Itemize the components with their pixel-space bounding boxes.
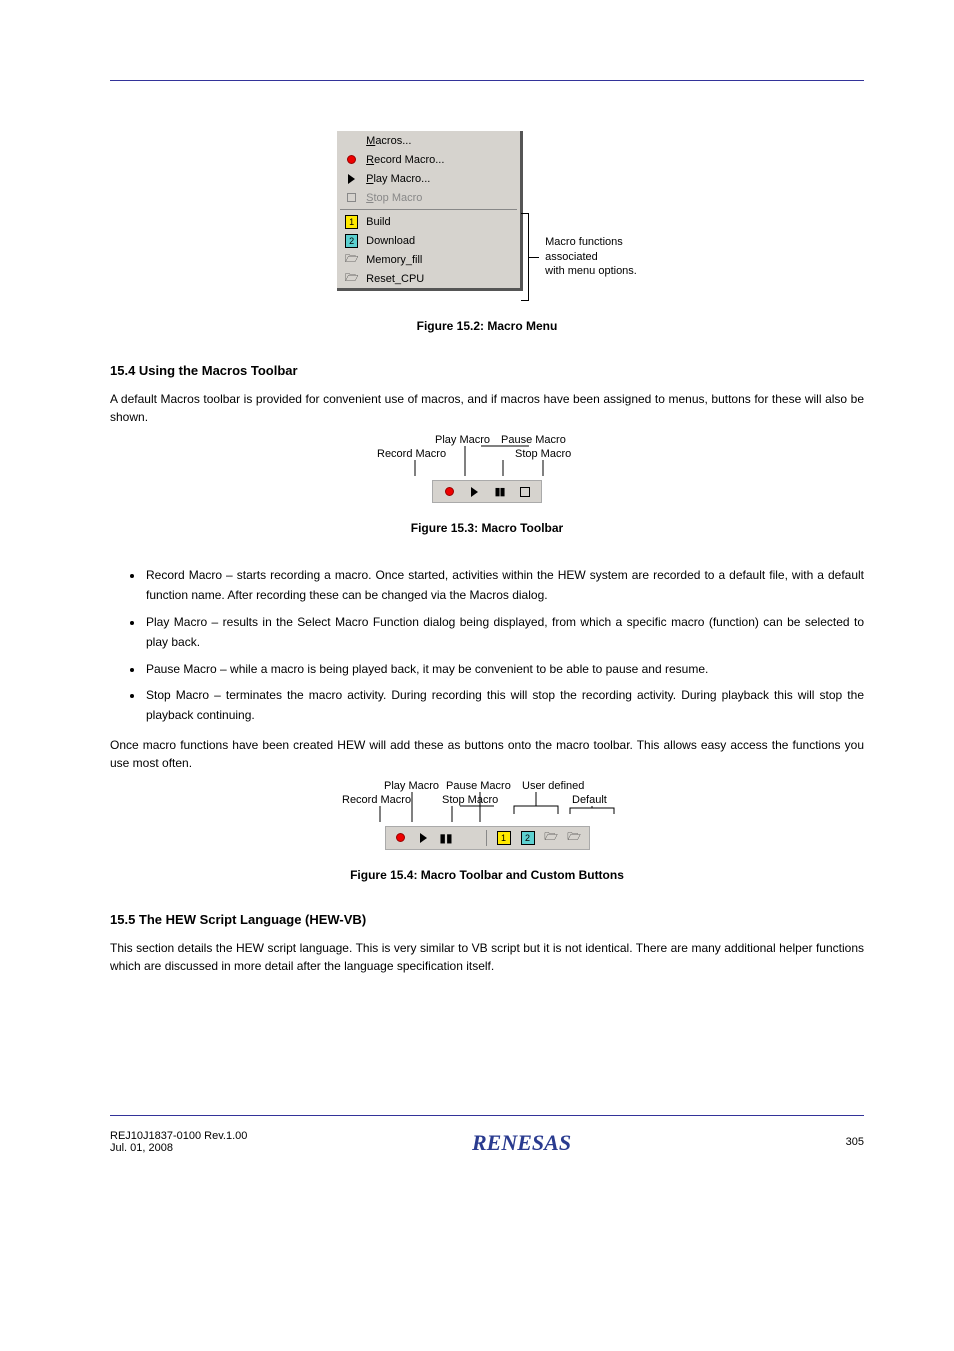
pause-button[interactable]: ▮▮ [493,485,506,498]
macro-menu: Macros... Record Macro... Play Macro... … [337,131,523,291]
section-15-5-body: This section details the HEW script lang… [110,939,864,975]
folder-icon: 🗁 [345,272,358,285]
fig154-caption: Figure 15.4: Macro Toolbar and Custom Bu… [110,868,864,882]
figure-15-2: Macros... Record Macro... Play Macro... … [110,121,864,301]
bullet-stop: Stop Macro – terminates the macro activi… [144,685,864,726]
default-macro-2-button[interactable]: 🗁 [568,831,581,844]
play-button[interactable] [417,831,430,844]
top-rule [110,80,864,81]
toolbar-divider [486,830,487,846]
menu-item-resetcpu[interactable]: 🗁Reset_CPU [337,269,520,288]
renesas-logo: RENESAS [472,1130,622,1156]
section-15-4-title: 15.4 Using the Macros Toolbar [110,363,864,378]
user-macro-2-button[interactable]: 2 [521,831,535,845]
play-button[interactable] [468,485,481,498]
menu-item-memfill[interactable]: 🗁Memory_fill [337,250,520,269]
default-macro-1-button[interactable]: 🗁 [545,831,558,844]
stop-icon [345,191,358,204]
num2-icon: 2 [345,234,358,248]
figure-15-3: Play Macro Pause Macro Record Macro Stop… [110,432,864,503]
stop-button[interactable] [518,485,531,498]
bullet-play: Play Macro – results in the Select Macro… [144,612,864,653]
footer-docid: REJ10J1837-0100 Rev.1.00 [110,1130,247,1142]
fig152-caption: Figure 15.2: Macro Menu [110,319,864,333]
bullet-record: Record Macro – starts recording a macro.… [144,565,864,606]
svg-text:RENESAS: RENESAS [472,1130,571,1155]
pause-button[interactable]: ▮▮ [440,831,453,844]
record-button[interactable] [443,485,456,498]
section-15-4-intro: A default Macros toolbar is provided for… [110,390,864,426]
num1-icon: 1 [345,215,358,229]
menu-item-record[interactable]: Record Macro... [337,150,520,169]
folder-icon: 🗁 [345,253,358,266]
fig153-caption: Figure 15.3: Macro Toolbar [110,521,864,535]
user-macro-1-button[interactable]: 1 [497,831,511,845]
section-15-4-after: Once macro functions have been created H… [110,736,864,772]
menu-item-macros[interactable]: Macros... [337,131,520,150]
menu-separator [340,209,517,210]
menu-annotation: Macro functions associated with menu opt… [545,235,637,280]
toolbar-bullets: Record Macro – starts recording a macro.… [144,565,864,726]
section-15-5-title: 15.5 The HEW Script Language (HEW-VB) [110,912,864,927]
record-icon [345,153,358,166]
footer-page: 305 [846,1136,864,1148]
page-footer: REJ10J1837-0100 Rev.1.00 Jul. 01, 2008 R… [110,1115,864,1156]
menu-item-build[interactable]: 1Build [337,212,520,231]
bullet-pause: Pause Macro – while a macro is being pla… [144,659,864,679]
menu-item-stop: Stop Macro [337,188,520,207]
play-icon [345,172,358,185]
bracket [521,213,529,301]
footer-date: Jul. 01, 2008 [110,1142,247,1154]
macro-toolbar-extended: ▮▮ 1 2 🗁 🗁 [385,826,590,850]
stop-button[interactable] [463,831,476,844]
figure-15-4: Play Macro Pause Macro User defined Reco… [110,778,864,850]
macro-toolbar: ▮▮ [432,480,542,503]
menu-item-download[interactable]: 2Download [337,231,520,250]
record-button[interactable] [394,831,407,844]
menu-item-play[interactable]: Play Macro... [337,169,520,188]
